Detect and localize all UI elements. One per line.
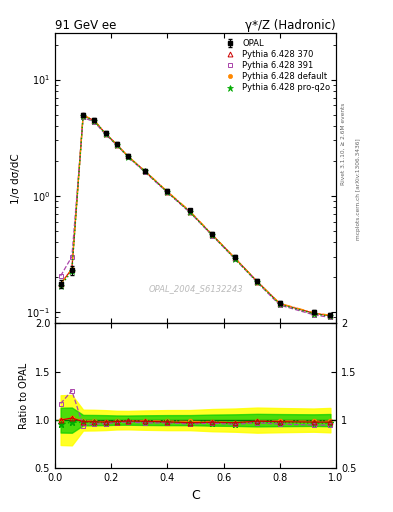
Pythia 6.428 default: [70, 266, 74, 272]
Pythia 6.428 pro-q2o: [328, 313, 333, 319]
Text: γ*/Z (Hadronic): γ*/Z (Hadronic): [245, 19, 336, 32]
Pythia 6.428 default: [187, 208, 192, 214]
Pythia 6.428 pro-q2o: [165, 189, 170, 195]
Pythia 6.428 370: [114, 141, 119, 147]
Pythia 6.428 391: [328, 314, 333, 321]
Pythia 6.428 370: [126, 154, 130, 160]
Legend: OPAL, Pythia 6.428 370, Pythia 6.428 391, Pythia 6.428 default, Pythia 6.428 pro: OPAL, Pythia 6.428 370, Pythia 6.428 391…: [219, 37, 332, 94]
Pythia 6.428 391: [103, 132, 108, 138]
Pythia 6.428 pro-q2o: [114, 142, 119, 148]
Pythia 6.428 391: [92, 119, 97, 125]
Line: Pythia 6.428 370: Pythia 6.428 370: [58, 113, 333, 318]
Pythia 6.428 370: [103, 131, 108, 137]
Pythia 6.428 370: [233, 255, 237, 261]
Pythia 6.428 391: [210, 232, 215, 239]
Pythia 6.428 default: [233, 255, 237, 261]
Pythia 6.428 391: [58, 273, 63, 279]
Pythia 6.428 pro-q2o: [277, 301, 282, 307]
Pythia 6.428 391: [143, 169, 147, 175]
Pythia 6.428 370: [210, 232, 215, 238]
Text: mcplots.cern.ch [arXiv:1306.3436]: mcplots.cern.ch [arXiv:1306.3436]: [356, 139, 361, 240]
Pythia 6.428 pro-q2o: [58, 283, 63, 289]
Y-axis label: 1/σ dσ/dC: 1/σ dσ/dC: [11, 153, 21, 204]
Pythia 6.428 pro-q2o: [187, 209, 192, 215]
Pythia 6.428 pro-q2o: [143, 168, 147, 175]
Pythia 6.428 370: [187, 209, 192, 215]
Pythia 6.428 370: [70, 266, 74, 272]
Pythia 6.428 391: [70, 253, 74, 260]
Line: Pythia 6.428 pro-q2o: Pythia 6.428 pro-q2o: [57, 113, 334, 319]
Pythia 6.428 default: [143, 168, 147, 174]
Text: Rivet 3.1.10, ≥ 2.6M events: Rivet 3.1.10, ≥ 2.6M events: [341, 102, 346, 184]
Line: Pythia 6.428 391: Pythia 6.428 391: [58, 115, 333, 320]
Pythia 6.428 391: [81, 114, 86, 120]
Pythia 6.428 370: [143, 168, 147, 174]
Text: 91 GeV ee: 91 GeV ee: [55, 19, 116, 32]
Pythia 6.428 default: [210, 231, 215, 238]
Y-axis label: Ratio to OPAL: Ratio to OPAL: [19, 363, 29, 429]
X-axis label: C: C: [191, 489, 200, 502]
Pythia 6.428 default: [328, 312, 333, 318]
Pythia 6.428 default: [81, 112, 86, 118]
Pythia 6.428 370: [81, 112, 86, 118]
Pythia 6.428 pro-q2o: [233, 255, 237, 262]
Pythia 6.428 370: [328, 313, 333, 319]
Pythia 6.428 391: [114, 142, 119, 148]
Pythia 6.428 pro-q2o: [255, 279, 260, 285]
Pythia 6.428 default: [311, 310, 316, 316]
Pythia 6.428 pro-q2o: [311, 311, 316, 317]
Line: Pythia 6.428 default: Pythia 6.428 default: [59, 113, 332, 317]
Pythia 6.428 pro-q2o: [103, 131, 108, 137]
Pythia 6.428 default: [165, 188, 170, 195]
Pythia 6.428 391: [311, 312, 316, 318]
Pythia 6.428 370: [58, 281, 63, 287]
Text: OPAL_2004_S6132243: OPAL_2004_S6132243: [148, 284, 243, 293]
Pythia 6.428 370: [277, 301, 282, 307]
Pythia 6.428 default: [92, 117, 97, 123]
Pythia 6.428 370: [165, 189, 170, 195]
Pythia 6.428 default: [103, 131, 108, 137]
Pythia 6.428 pro-q2o: [81, 113, 86, 119]
Pythia 6.428 370: [255, 279, 260, 285]
Pythia 6.428 pro-q2o: [70, 268, 74, 274]
Pythia 6.428 391: [187, 209, 192, 216]
Pythia 6.428 pro-q2o: [92, 118, 97, 124]
Pythia 6.428 default: [58, 281, 63, 287]
Pythia 6.428 370: [311, 310, 316, 316]
Pythia 6.428 391: [165, 189, 170, 196]
Pythia 6.428 default: [277, 300, 282, 306]
Pythia 6.428 391: [277, 302, 282, 308]
Pythia 6.428 default: [255, 279, 260, 285]
Pythia 6.428 pro-q2o: [210, 232, 215, 239]
Pythia 6.428 default: [126, 153, 130, 159]
Pythia 6.428 370: [92, 118, 97, 124]
Pythia 6.428 default: [114, 141, 119, 147]
Pythia 6.428 391: [126, 154, 130, 160]
Pythia 6.428 391: [255, 280, 260, 286]
Pythia 6.428 391: [233, 256, 237, 262]
Pythia 6.428 pro-q2o: [126, 154, 130, 160]
